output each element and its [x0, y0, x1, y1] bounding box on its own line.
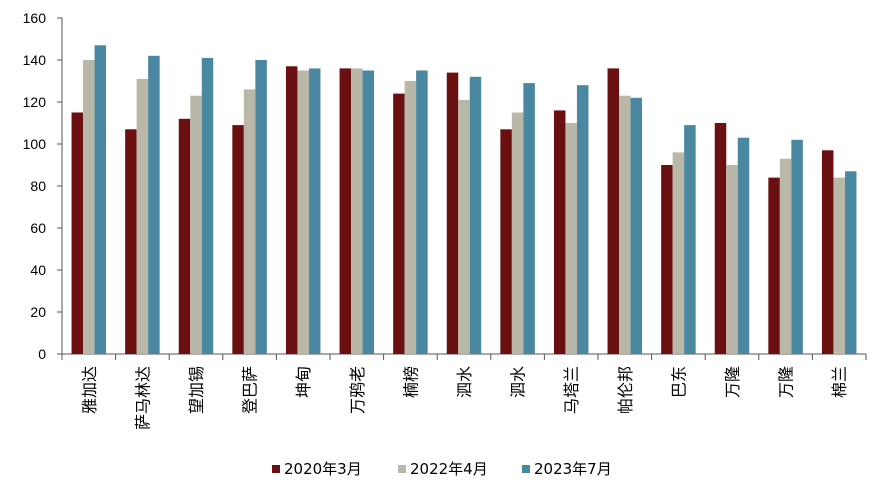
- bar: [779, 158, 792, 354]
- bar: [125, 129, 137, 354]
- x-category-label: 帕伦邦: [616, 366, 635, 414]
- y-tick-label: 40: [30, 262, 46, 278]
- bar: [768, 177, 780, 354]
- x-category-label: 万隆: [777, 366, 796, 398]
- bar: [630, 97, 643, 355]
- y-tick-label: 140: [23, 52, 47, 68]
- legend: 2020年3月 2022年4月 2023年7月: [272, 460, 612, 478]
- bar: [190, 95, 202, 354]
- bar: [714, 123, 727, 354]
- category-labels: 雅加达 萨马林达 望加锡 登巴萨 坤甸 万鸦老 楠榜 泗水 泗水 马塔兰 帕伦邦 巴东 万隆 万隆 棉兰: [80, 366, 849, 430]
- y-tick-label: 0: [38, 346, 46, 362]
- bars-group: [71, 45, 857, 355]
- x-category-label: 棉兰: [830, 366, 849, 398]
- y-tick-label: 80: [30, 178, 46, 194]
- legend-swatch: [522, 465, 530, 473]
- bar: [136, 78, 149, 355]
- bar: [791, 139, 803, 354]
- x-category-label: 登巴萨: [241, 366, 260, 414]
- bar: [201, 57, 214, 355]
- legend-swatch: [272, 465, 280, 473]
- bar: [297, 70, 309, 354]
- y-tick-label: 20: [30, 304, 46, 320]
- bar: [94, 45, 107, 355]
- x-category-label: 坤甸: [294, 366, 313, 398]
- bar: [351, 68, 363, 355]
- x-category-label: 万隆: [723, 366, 742, 398]
- bar: [737, 137, 750, 354]
- x-category-label: 万鸦老: [348, 366, 367, 414]
- bar: [833, 177, 845, 354]
- y-tick-label: 160: [23, 10, 47, 26]
- bar: [83, 60, 95, 354]
- bar: [726, 165, 738, 354]
- x-category-label: 泗水: [509, 366, 528, 398]
- bar: [243, 89, 256, 355]
- y-tick-label: 60: [30, 220, 46, 236]
- bar: [71, 112, 84, 354]
- bar: [416, 70, 428, 354]
- bar: [458, 99, 470, 355]
- bar: [500, 129, 512, 354]
- y-tick-label: 120: [23, 94, 47, 110]
- bar: [255, 60, 267, 354]
- bar: [821, 150, 834, 354]
- bar: [576, 85, 589, 354]
- bar: [446, 72, 459, 354]
- legend-label: 2022年4月: [410, 460, 488, 478]
- bar: [523, 83, 535, 354]
- x-category-label: 萨马林达: [133, 366, 152, 430]
- x-category-label: 望加锡: [187, 366, 206, 414]
- bar: [511, 112, 524, 354]
- x-axis: [61, 353, 867, 360]
- bar: [178, 118, 191, 354]
- bar: [565, 123, 577, 354]
- bar: [619, 95, 631, 354]
- x-category-label: 泗水: [455, 366, 474, 398]
- bar: [339, 68, 352, 355]
- x-category-label: 雅加达: [80, 366, 99, 414]
- bar: [148, 55, 160, 355]
- x-category-label: 马塔兰: [562, 366, 581, 414]
- legend-label: 2020年3月: [284, 460, 362, 478]
- bar: [308, 68, 321, 355]
- y-axis: 0 20 40 60 80 100 120 140 160: [23, 10, 63, 362]
- bar: [285, 66, 298, 355]
- legend-label: 2023年7月: [534, 460, 612, 478]
- y-tick-label: 100: [23, 136, 47, 152]
- bar: [672, 152, 685, 354]
- bar: [404, 81, 417, 354]
- bar: [684, 125, 696, 354]
- legend-swatch: [398, 465, 406, 473]
- bar: [661, 165, 673, 354]
- x-category-label: 巴东: [669, 366, 688, 398]
- bar: [393, 93, 405, 354]
- bar: [362, 70, 375, 354]
- bar: [607, 68, 620, 355]
- bar: [232, 125, 244, 354]
- bar: [844, 171, 857, 354]
- bar: [553, 110, 566, 355]
- bar: [469, 76, 482, 355]
- x-category-label: 楠榜: [401, 366, 420, 398]
